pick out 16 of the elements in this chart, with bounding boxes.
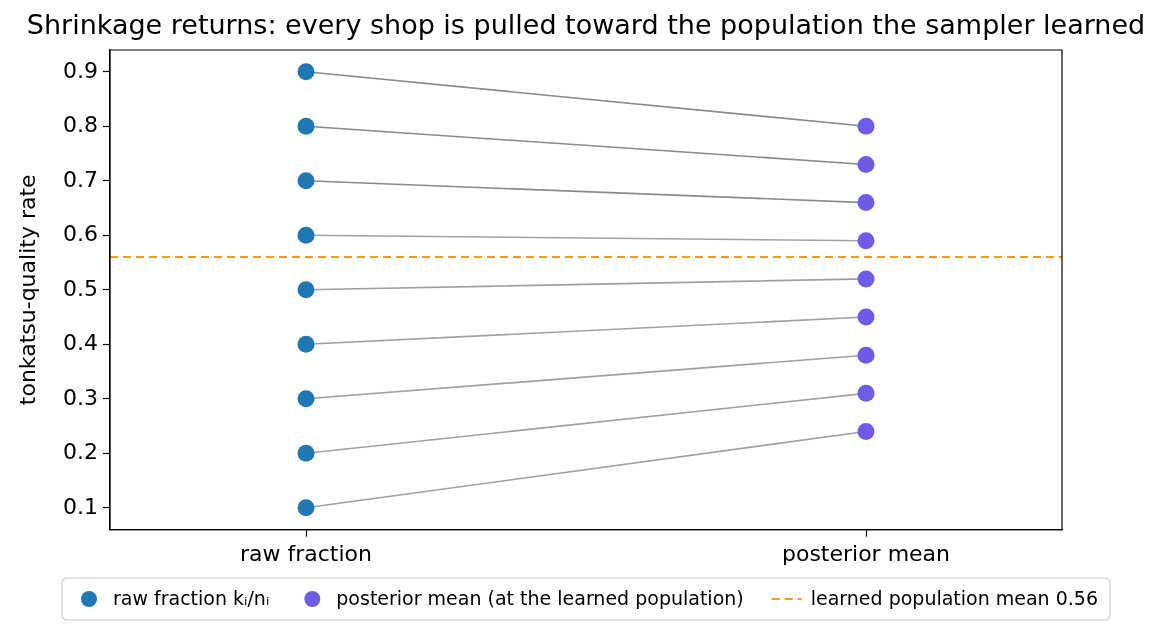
legend-label: raw fraction kᵢ/nᵢ xyxy=(113,586,270,609)
x-tick-label: raw fraction xyxy=(239,540,373,566)
legend-label: learned population mean 0.56 xyxy=(810,586,1099,609)
y-tick-label: 0.7 xyxy=(63,166,98,192)
y-axis-title: tonkatsu-quality rate xyxy=(14,174,40,406)
y-tick-label: 0.2 xyxy=(63,439,98,465)
y-tick-label: 0.4 xyxy=(63,330,98,356)
y-tick-label: 0.6 xyxy=(63,221,98,247)
y-tick-label: 0.3 xyxy=(63,384,98,410)
legend-label: posterior mean (at the learned population) xyxy=(336,586,744,609)
y-tick-label: 0.8 xyxy=(63,112,98,138)
y-tick-label: 0.9 xyxy=(63,57,98,83)
chart-title: Shrinkage returns: every shop is pulled toward the population the sampler learned xyxy=(26,9,1146,41)
y-tick-label: 0.1 xyxy=(63,493,98,519)
x-tick-label: posterior mean xyxy=(781,540,951,566)
y-tick-label: 0.5 xyxy=(63,275,98,301)
